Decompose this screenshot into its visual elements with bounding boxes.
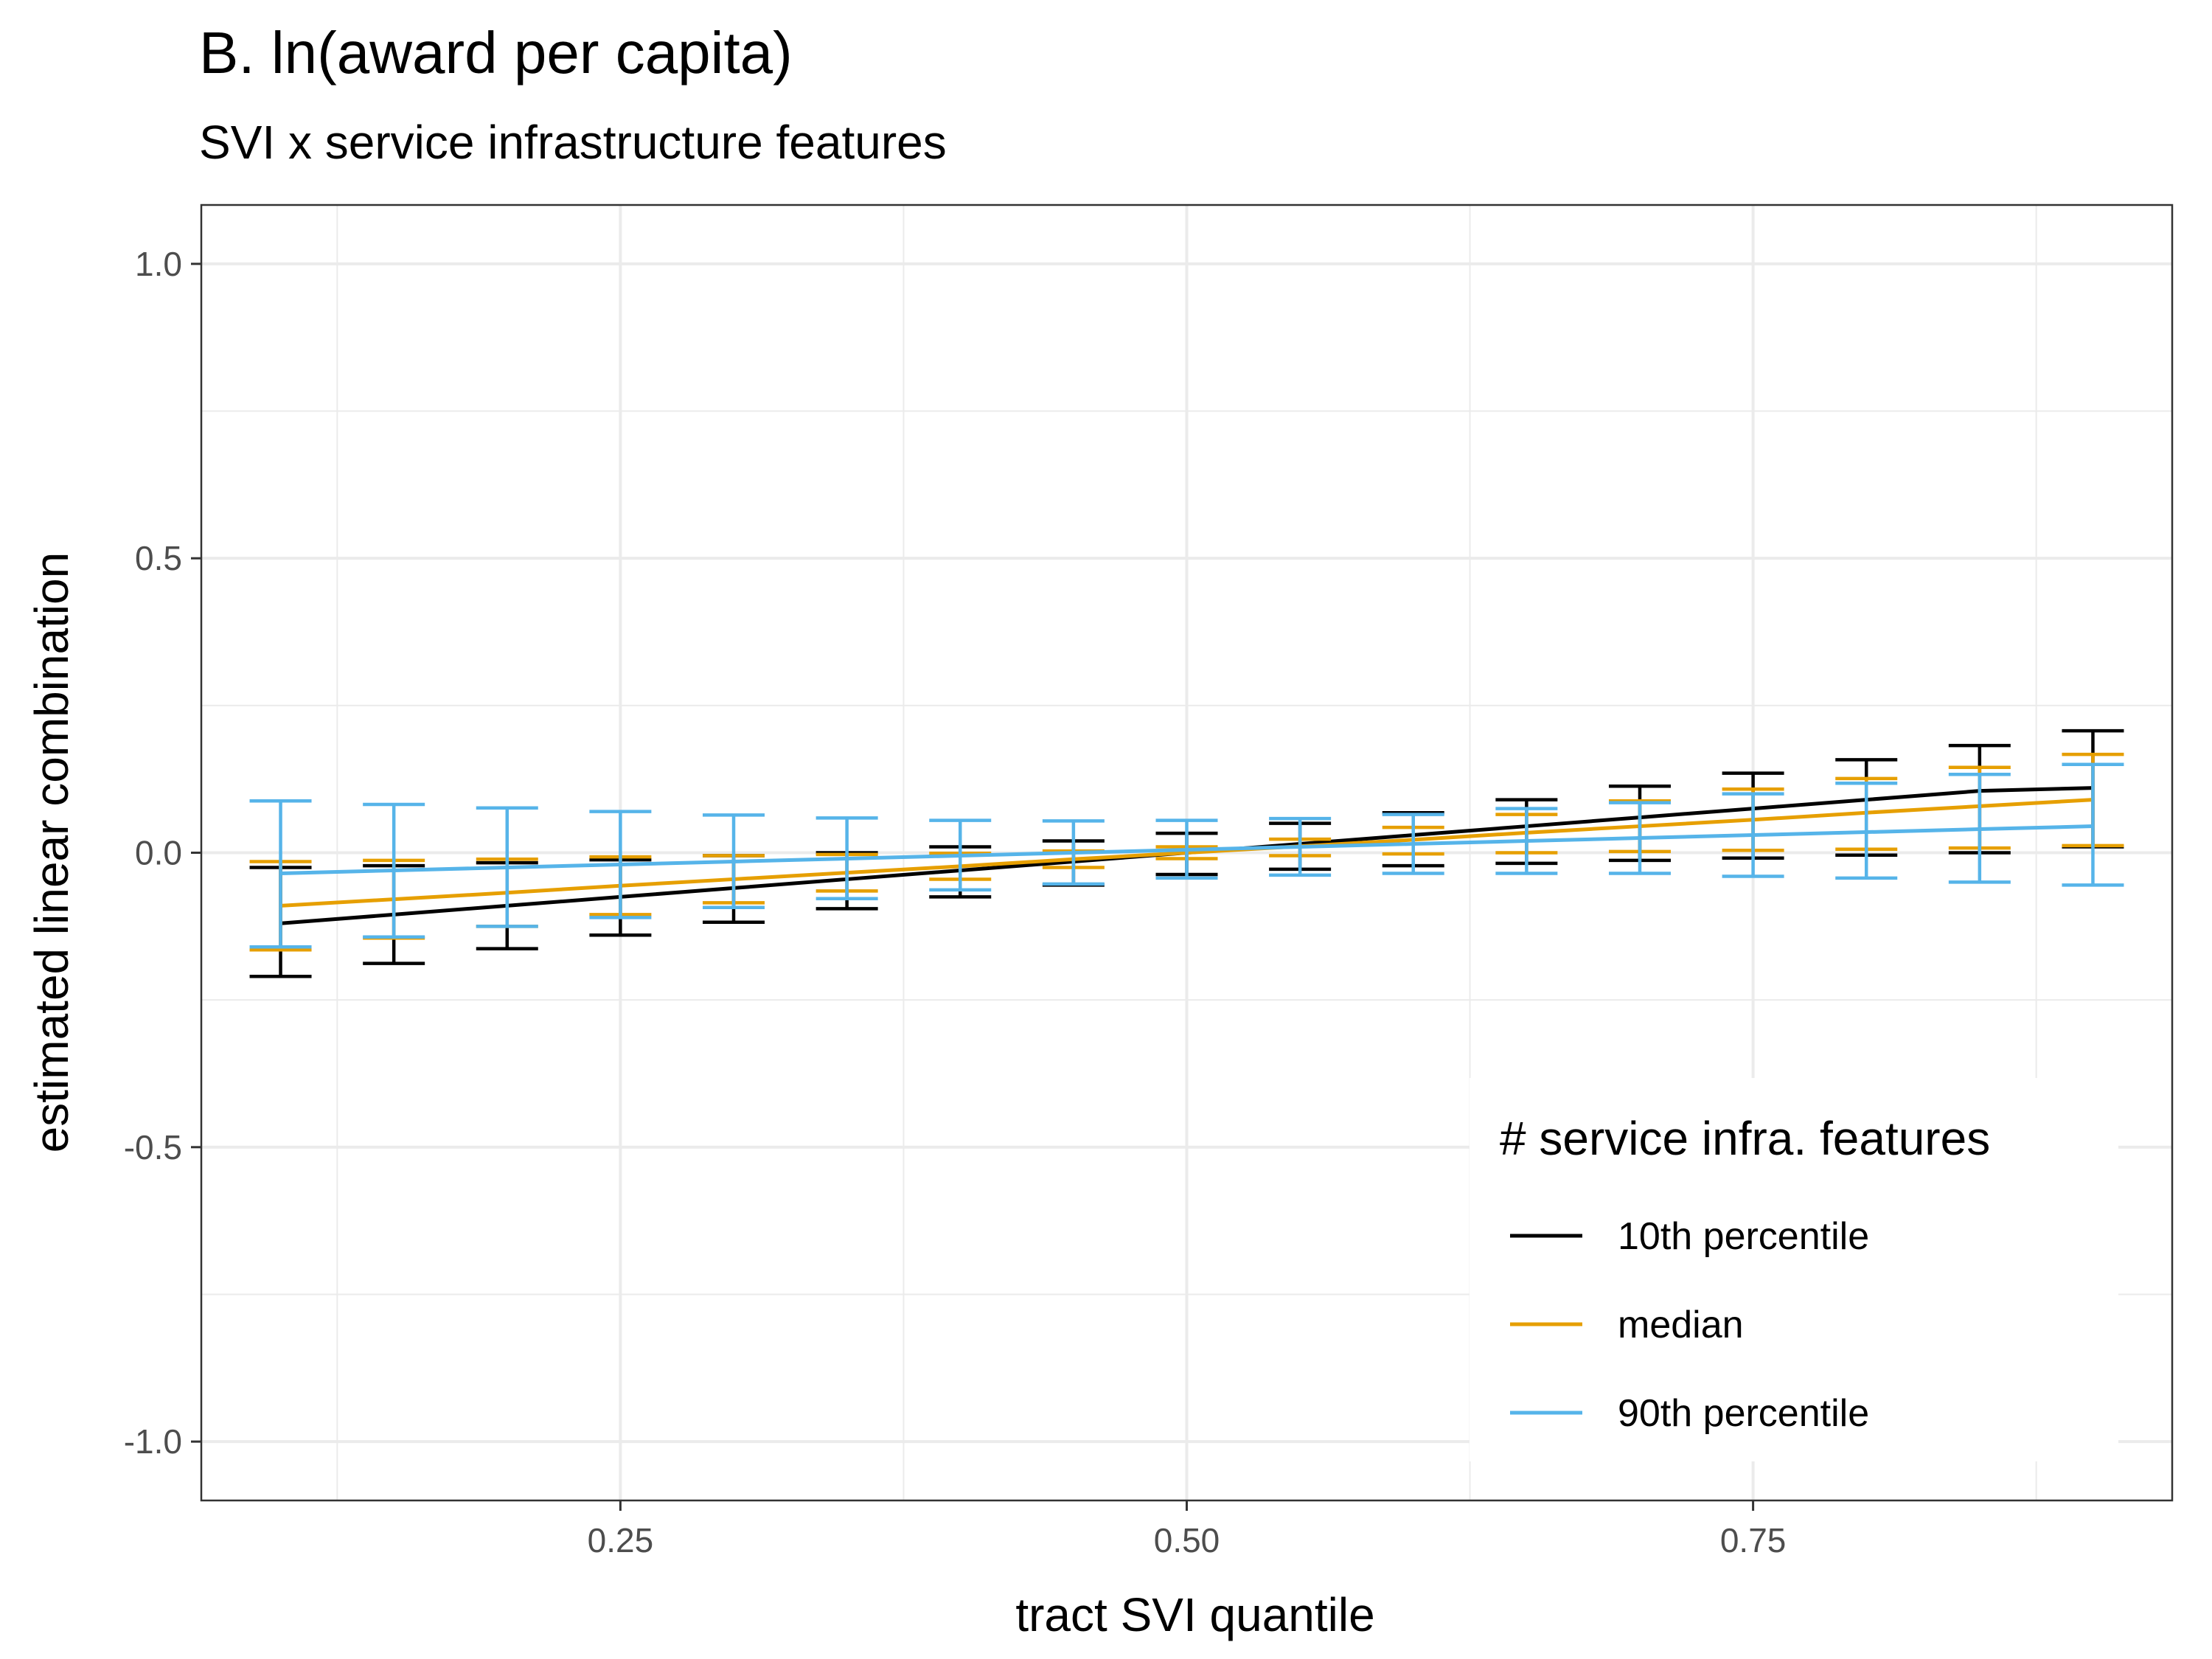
x-tick-label: 0.75: [1720, 1521, 1787, 1559]
y-axis-title: estimated linear combination: [25, 552, 78, 1153]
y-tick-label: -0.5: [124, 1128, 182, 1166]
data-layer: [249, 728, 2124, 978]
tick-layer: 0.25 0.50 0.75 -1.0 -0.5 0.0 0.5 1.0: [124, 245, 1787, 1559]
y-tick-label: 0.0: [135, 834, 182, 872]
legend-background: [1470, 1078, 2118, 1461]
y-tick-label: 1.0: [135, 245, 182, 283]
legend: # service infra. features 10th percentil…: [1470, 1078, 2118, 1461]
x-tick-label: 0.25: [588, 1521, 654, 1559]
x-tick-label: 0.50: [1154, 1521, 1220, 1559]
estimate-line: [280, 824, 2093, 875]
legend-label: 10th percentile: [1618, 1215, 1869, 1258]
y-tick-label: 0.5: [135, 539, 182, 577]
series-90th-percentile: [249, 762, 2124, 949]
chart-subtitle: SVI x service infrastructure features: [199, 116, 947, 169]
legend-label: median: [1618, 1304, 1744, 1346]
y-tick-label: -1.0: [124, 1422, 182, 1461]
x-axis-title: tract SVI quantile: [1015, 1588, 1374, 1641]
legend-title: # service infra. features: [1500, 1112, 1990, 1165]
chart-title: B. ln(award per capita): [199, 20, 793, 86]
legend-label: 90th percentile: [1618, 1392, 1869, 1435]
